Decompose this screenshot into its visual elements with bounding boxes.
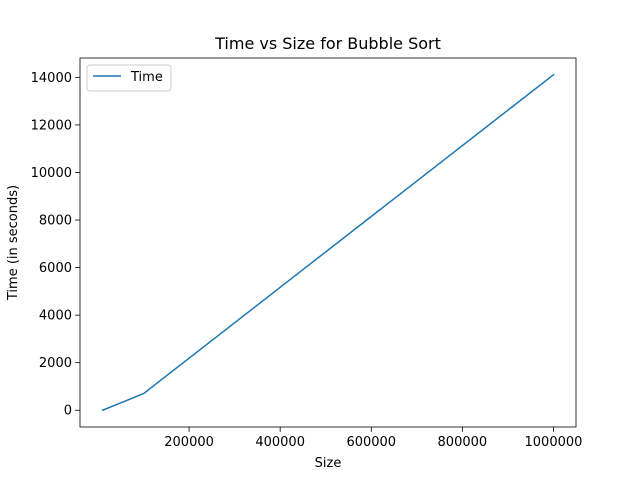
y-tick-label: 8000 (39, 214, 72, 229)
y-tick-label: 10000 (31, 166, 72, 181)
legend: Time (87, 65, 171, 91)
x-axis-label: Size (315, 456, 342, 471)
y-axis-label: Time (in seconds) (6, 185, 21, 301)
x-tick-label: 1000000 (525, 435, 583, 450)
y-tick-label: 2000 (39, 356, 72, 371)
legend-label-time: Time (130, 70, 163, 85)
x-tick-label: 800000 (438, 435, 488, 450)
chart-title: Time vs Size for Bubble Sort (214, 34, 441, 53)
y-tick-label: 4000 (39, 309, 72, 324)
y-tick-label: 14000 (31, 71, 72, 86)
x-tick-label: 400000 (255, 435, 305, 450)
x-tick-label: 600000 (346, 435, 396, 450)
y-tick-label: 0 (64, 404, 72, 419)
y-tick-label: 6000 (39, 261, 72, 276)
x-tick-label: 200000 (164, 435, 214, 450)
y-tick-label: 12000 (31, 118, 72, 133)
